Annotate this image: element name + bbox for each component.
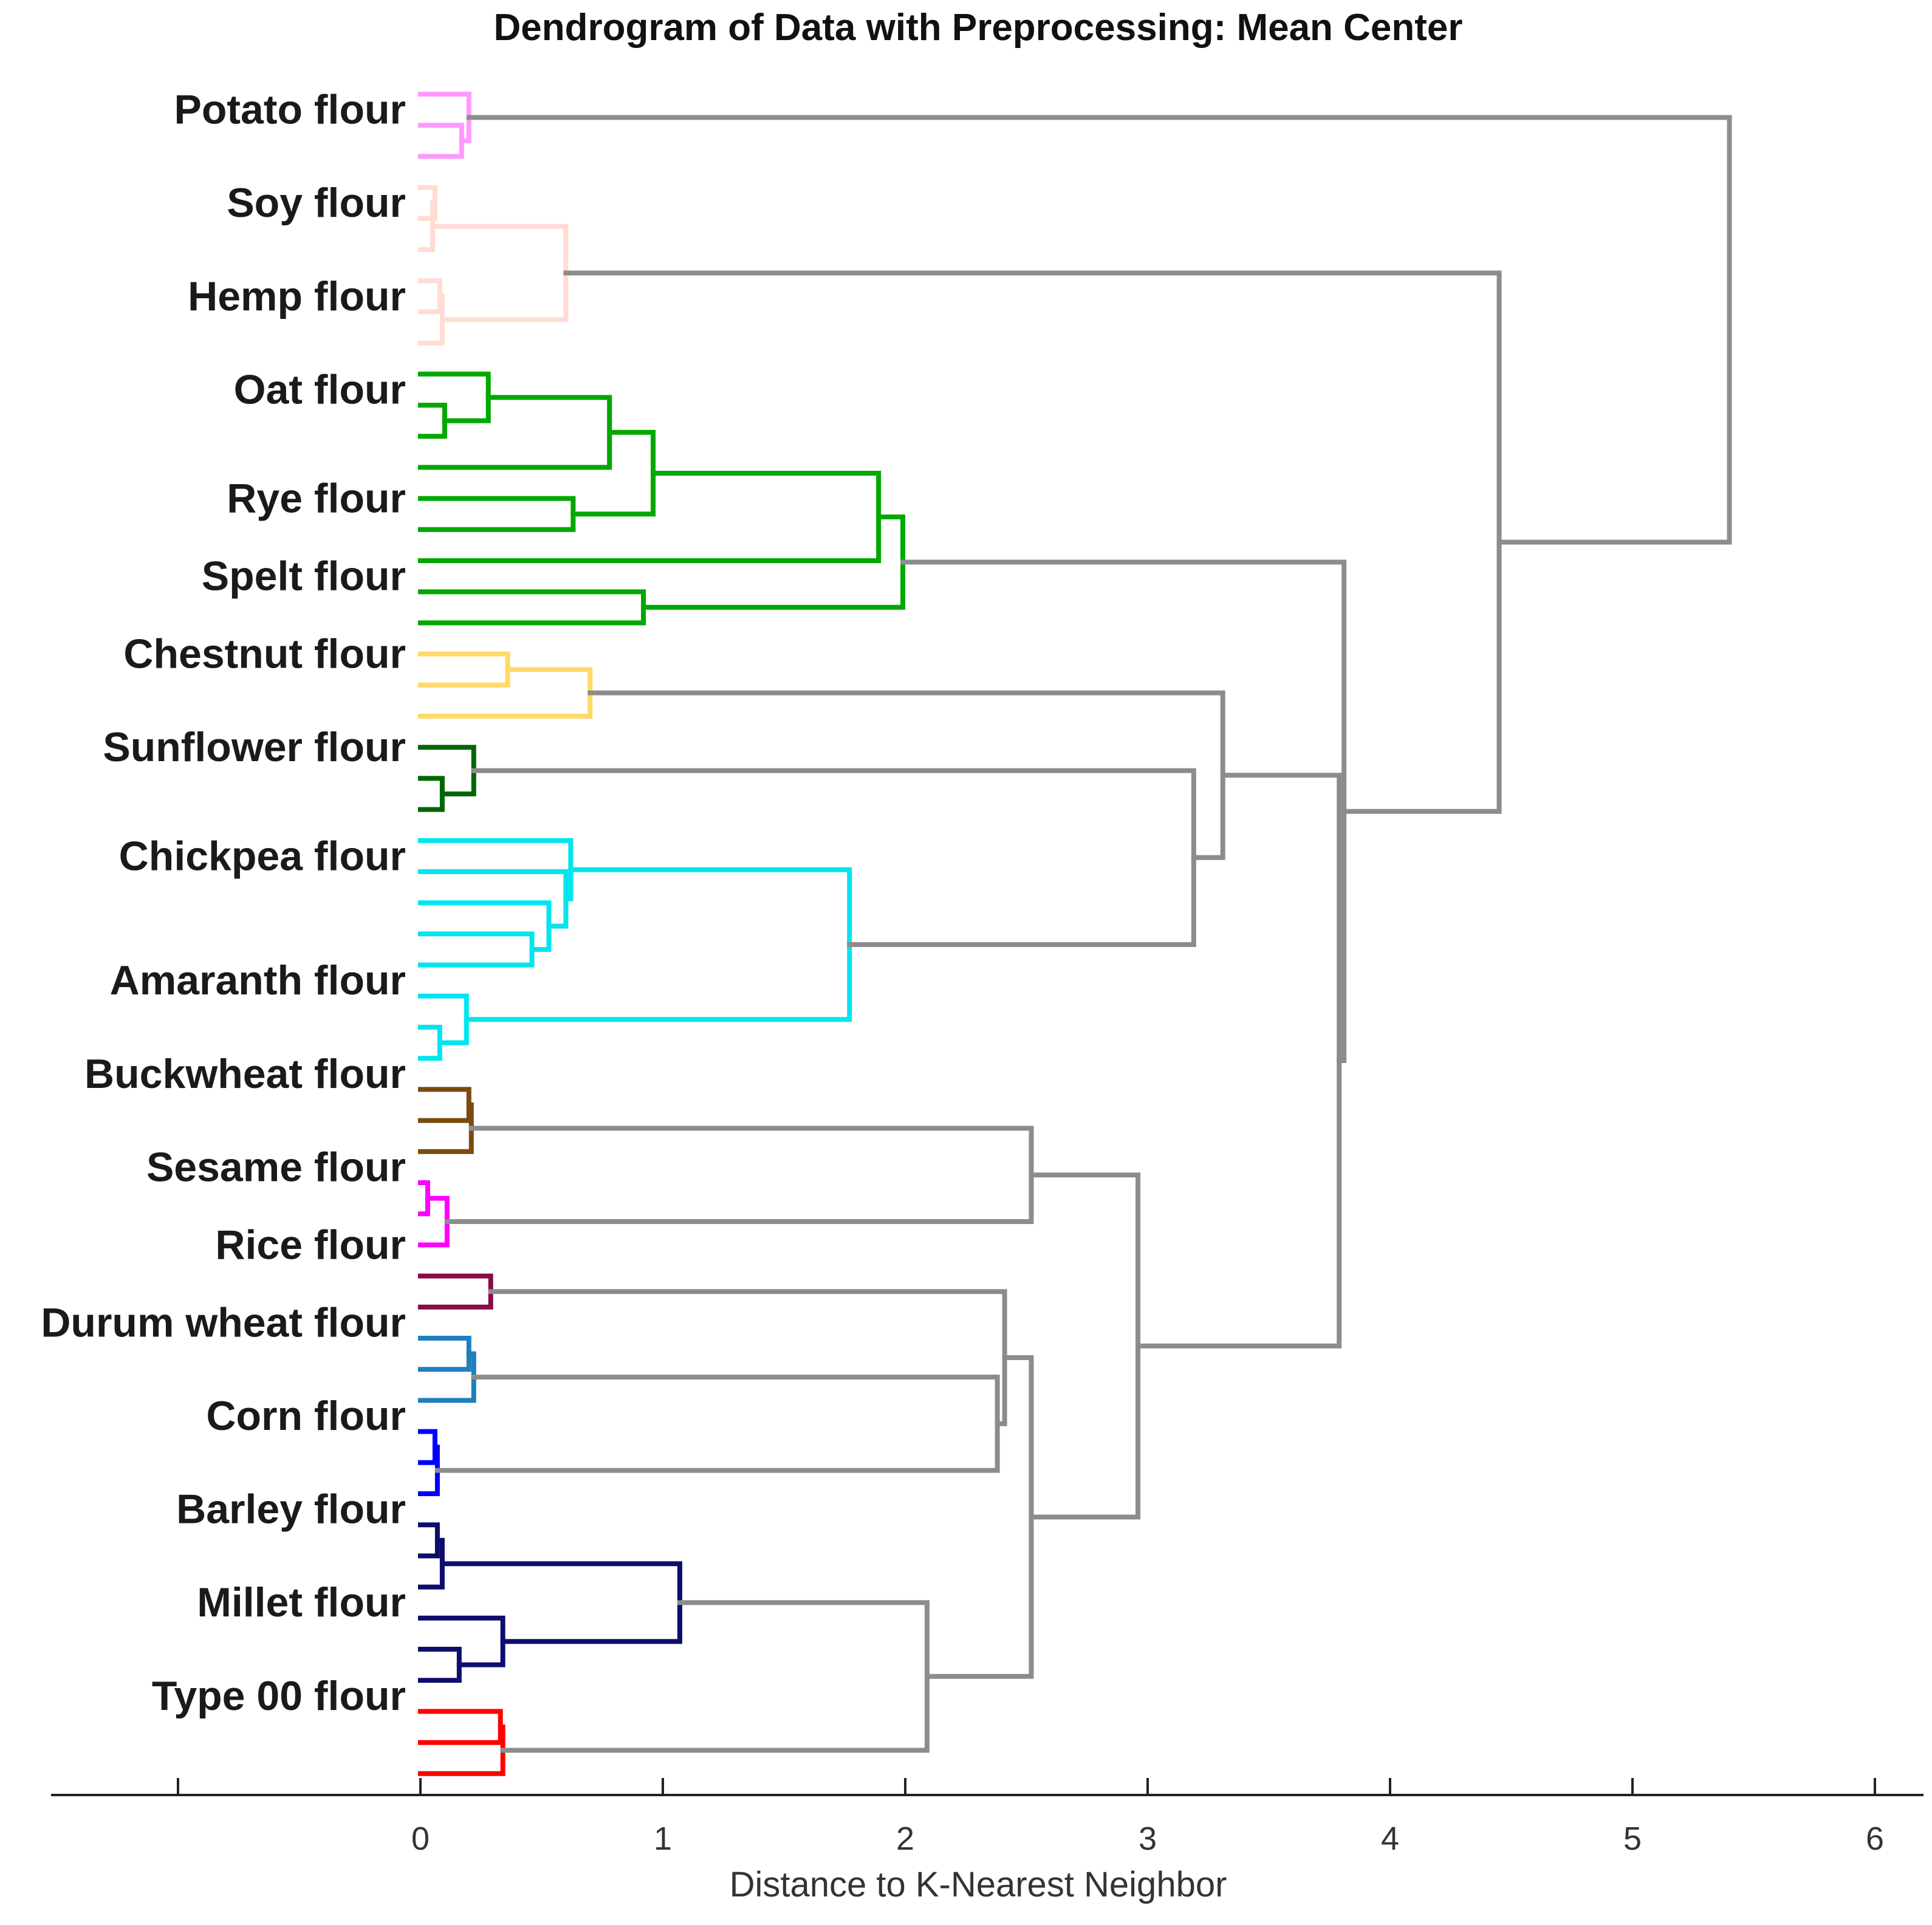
cluster-3-branch-7 <box>418 589 646 626</box>
x-tick-label-3: 3 <box>1139 1821 1157 1857</box>
leaf-label-4: Oat flour <box>234 366 406 412</box>
x-tick-label-0: 0 <box>411 1821 430 1857</box>
cluster-10-branch-1 <box>418 1336 471 1372</box>
cluster-7-branch-1 <box>418 1087 471 1123</box>
link-branch-3 <box>434 1375 1000 1473</box>
link-branch-7 <box>1029 1172 1141 1520</box>
cluster-6-branch-7 <box>464 867 852 1022</box>
x-axis: 0 1 2 3 4 5 6 <box>51 1778 1923 1857</box>
cluster-5-branch-1 <box>418 776 445 812</box>
leaf-label-6: Spelt flour <box>202 553 406 600</box>
leaf-label-3: Hemp flour <box>188 273 406 320</box>
link-branch-12 <box>563 270 1502 814</box>
link-branch-2 <box>500 1600 930 1753</box>
cluster-9-branch-1 <box>418 1273 493 1310</box>
cluster-6-branch-6 <box>418 993 469 1045</box>
leaf-label-2: Soy flour <box>227 180 406 226</box>
cluster-8-branch-2 <box>418 1195 450 1248</box>
cluster-3-branch-5 <box>570 429 656 517</box>
link-branch-5 <box>924 1355 1034 1679</box>
link-branch-6 <box>444 1126 1034 1224</box>
cluster-3-branch-3 <box>418 395 612 470</box>
x-axis-title: Distance to K-Nearest Neighbor <box>730 1865 1227 1904</box>
chart-title: Dendrogram of Data with Preprocessing: M… <box>493 7 1462 49</box>
cluster-3-branch-1 <box>418 403 447 439</box>
x-tick-label-6: 6 <box>1866 1821 1884 1857</box>
cluster-6-branch-3 <box>418 869 569 929</box>
leaf-label-16: Barley flour <box>176 1486 406 1533</box>
leaf-label-14: Durum wheat flour <box>41 1299 406 1345</box>
link-branch-1 <box>439 1561 682 1644</box>
leaf-label-9: Chickpea flour <box>119 833 406 879</box>
cluster-14-branch-1 <box>418 1709 503 1745</box>
leaf-labels: Potato flour Soy flour Hemp flour Oat flour… <box>41 87 406 1719</box>
cluster-13-branch-1 <box>418 1647 462 1683</box>
leaf-label-5: Rye flour <box>227 476 406 522</box>
leaf-label-7: Chestnut flour <box>123 631 406 677</box>
leaf-label-15: Corn flour <box>206 1393 406 1439</box>
leaf-label-1: Potato flour <box>174 87 406 133</box>
leaf-label-17: Millet flour <box>197 1579 406 1626</box>
link-branch-4 <box>488 1289 1007 1426</box>
cluster-2-branch-3 <box>418 278 442 315</box>
x-tick-label-4: 4 <box>1381 1821 1399 1857</box>
leaf-label-13: Rice flour <box>215 1222 406 1268</box>
leaf-label-11: Buckwheat flour <box>84 1051 406 1097</box>
cluster-2-branch-5 <box>430 224 569 323</box>
cluster-3-branch-2 <box>418 371 491 423</box>
leaf-label-10: Amaranth flour <box>110 957 406 1004</box>
cluster-6-branch-5 <box>418 1025 442 1061</box>
cluster-3-branch-6 <box>418 471 882 563</box>
cluster-14-branch-2 <box>418 1725 505 1776</box>
cluster-12-branch-1 <box>418 1522 440 1559</box>
cluster-3-branch-4 <box>418 496 576 532</box>
cluster-1-branch-1 <box>418 123 464 159</box>
link-branch-11 <box>900 559 1347 1063</box>
cluster-6-branch-1 <box>418 931 535 968</box>
link-branch-13 <box>466 115 1732 545</box>
cluster-10-branch-2 <box>418 1351 476 1403</box>
leaf-label-8: Sunflower flour <box>103 724 406 770</box>
leaf-label-18: Type 00 flour <box>152 1673 406 1719</box>
cluster-5-branch-2 <box>418 745 476 796</box>
x-tick-label-1: 1 <box>654 1821 672 1857</box>
link-branch-9 <box>587 690 1225 860</box>
cluster-7-branch-2 <box>418 1103 474 1154</box>
x-tick-label-2: 2 <box>896 1821 914 1857</box>
dendrogram-branches <box>418 92 1732 1776</box>
link-branch-10 <box>1136 773 1342 1349</box>
x-tick-label-5: 5 <box>1623 1821 1642 1857</box>
link-branch-8 <box>471 768 1196 947</box>
cluster-4-branch-1 <box>418 651 510 688</box>
leaf-label-12: Sesame flour <box>146 1144 406 1190</box>
